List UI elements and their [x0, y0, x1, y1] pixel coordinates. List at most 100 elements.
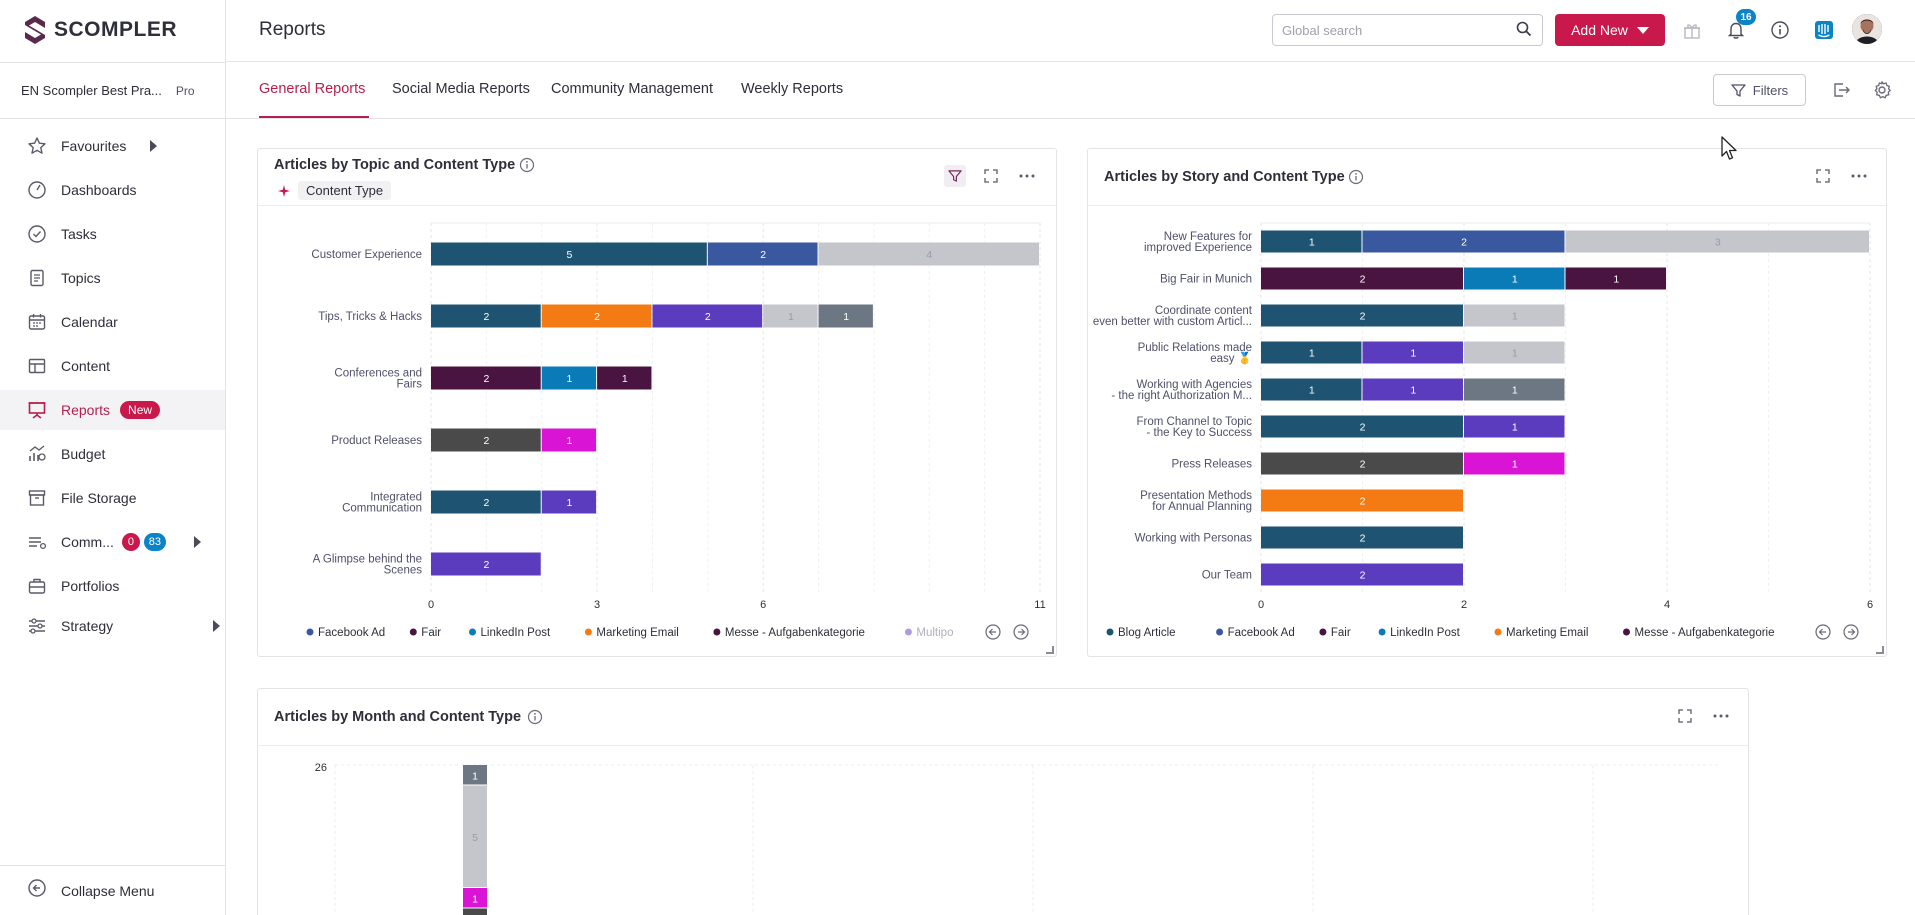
- resize-handle[interactable]: [1876, 646, 1884, 654]
- bar-segment: [818, 242, 1039, 266]
- new-badge: New: [120, 401, 161, 419]
- expand-arrow-icon[interactable]: [150, 140, 158, 152]
- tab-social-media-reports[interactable]: Social Media Reports: [392, 81, 530, 97]
- arrow-circle: [1013, 624, 1029, 640]
- report-tabs: General Reports Social Media Reports Com…: [226, 62, 1915, 119]
- sidebar-item-label: Comm...: [61, 534, 114, 550]
- gift-icon[interactable]: [1680, 18, 1704, 42]
- legend-marker: [1494, 628, 1502, 636]
- filters-button[interactable]: Filters: [1713, 74, 1806, 106]
- data-label: 2: [594, 311, 600, 323]
- table-icon: [27, 356, 47, 376]
- info-icon[interactable]: [527, 709, 543, 730]
- sidebar-item-label: Favourites: [61, 138, 127, 154]
- sidebar-item-calendar[interactable]: Calendar: [0, 302, 225, 342]
- card-title: Articles by Month and Content Type: [274, 709, 522, 725]
- sidebar-item-topics[interactable]: Topics: [0, 258, 225, 298]
- filter-chip[interactable]: Content Type: [278, 181, 392, 200]
- sidebar-item-reports[interactable]: Reports New: [0, 390, 225, 430]
- filter-icon: [1731, 83, 1746, 97]
- sidebar-item-community[interactable]: Comm... 0 83: [0, 522, 225, 562]
- gear-icon[interactable]: [1870, 78, 1894, 102]
- data-label: 2: [1461, 237, 1467, 249]
- community-blue-badge: 83: [143, 533, 166, 551]
- bar-segment: [1362, 378, 1463, 401]
- logo[interactable]: SCOMPLER: [24, 12, 177, 48]
- sidebar-item-content[interactable]: Content: [0, 346, 225, 386]
- legend-prev-icon[interactable]: [1815, 624, 1831, 640]
- legend-label: Blog Article: [1118, 627, 1176, 639]
- budget-icon: [27, 444, 47, 464]
- category-label: Working with Personas: [1135, 533, 1253, 545]
- sliders-icon: [27, 616, 47, 636]
- sidebar-item-budget[interactable]: Budget: [0, 434, 225, 474]
- legend-label: Marketing Email: [1506, 627, 1588, 639]
- info-icon[interactable]: [1348, 169, 1364, 190]
- bar-segment: [1261, 415, 1463, 438]
- global-search-input[interactable]: [1272, 14, 1543, 46]
- expand-icon[interactable]: [980, 165, 1002, 187]
- search-icon[interactable]: [1516, 21, 1532, 42]
- data-label: 2: [483, 373, 489, 385]
- bar-segment: [1261, 526, 1463, 549]
- legend-label: Messe - Aufgabenkategorie: [725, 627, 865, 639]
- legend-marker: [1319, 628, 1327, 636]
- add-new-button[interactable]: Add New: [1555, 14, 1665, 46]
- legend-next-icon[interactable]: [1843, 624, 1859, 640]
- card-title: Articles by Topic and Content Type: [274, 157, 516, 173]
- collapse-menu-button[interactable]: Collapse Menu: [0, 865, 225, 915]
- more-options-icon[interactable]: [1016, 165, 1038, 187]
- export-icon[interactable]: [1829, 78, 1853, 102]
- resize-handle[interactable]: [1046, 646, 1054, 654]
- legend-next-icon[interactable]: [1013, 624, 1029, 640]
- sidebar-item-portfolios[interactable]: Portfolios: [0, 566, 225, 606]
- card-title: Articles by Story and Content Type: [1104, 169, 1345, 185]
- tab-weekly-reports[interactable]: Weekly Reports: [741, 81, 844, 97]
- bar-segment: [463, 765, 487, 785]
- sidebar-item-strategy[interactable]: Strategy: [0, 606, 225, 646]
- legend-marker: [1378, 628, 1386, 636]
- sidebar-item-label: Tasks: [61, 226, 97, 242]
- arrow-circle: [985, 624, 1001, 640]
- data-label: 1: [1309, 237, 1315, 249]
- data-label: 2: [705, 311, 711, 323]
- legend-marker: [713, 628, 721, 636]
- legend-prev-icon[interactable]: [985, 624, 1001, 640]
- bar-segment: [1464, 341, 1565, 364]
- category-label: Press Releases: [1171, 459, 1252, 471]
- data-label: 1: [566, 435, 572, 447]
- tab-general-reports[interactable]: General Reports: [259, 81, 366, 97]
- data-label: 1: [1512, 422, 1518, 434]
- tab-community-management[interactable]: Community Management: [551, 81, 713, 97]
- data-label: 2: [483, 559, 489, 571]
- sidebar-item-tasks[interactable]: Tasks: [0, 214, 225, 254]
- info-icon[interactable]: [1768, 18, 1792, 42]
- sidebar-item-label: Topics: [61, 270, 101, 286]
- expand-icon[interactable]: [1812, 165, 1834, 187]
- sidebar-item-favourites[interactable]: Favourites: [0, 126, 225, 166]
- archive-icon: [27, 488, 47, 508]
- bar-segment: [597, 366, 652, 390]
- arrow-circle: [1815, 624, 1831, 640]
- intercom-icon[interactable]: [1812, 18, 1836, 42]
- sidebar-item-file-storage[interactable]: File Storage: [0, 478, 225, 518]
- bar-segment: [431, 242, 707, 266]
- sparkle-icon: [278, 184, 290, 197]
- bell-icon[interactable]: 16: [1724, 9, 1756, 42]
- avatar[interactable]: [1852, 14, 1882, 44]
- workspace-selector[interactable]: EN Scompler Best Pra... Pro: [0, 62, 225, 119]
- workspace-name: EN Scompler Best Pra...: [21, 83, 162, 98]
- sidebar-item-label: Dashboards: [61, 182, 137, 198]
- expand-arrow-icon[interactable]: [213, 620, 221, 632]
- info-icon[interactable]: [519, 157, 535, 178]
- expand-arrow-icon[interactable]: [193, 536, 201, 548]
- filter-icon[interactable]: [944, 165, 966, 187]
- x-tick-label: 11: [1034, 599, 1045, 611]
- sidebar-item-dashboards[interactable]: Dashboards: [0, 170, 225, 210]
- bar-segment: [1261, 267, 1463, 290]
- bar-segment: [541, 304, 652, 328]
- more-options-icon[interactable]: [1848, 165, 1870, 187]
- more-options-icon[interactable]: [1710, 705, 1732, 727]
- bar-segment: [1565, 230, 1869, 253]
- expand-icon[interactable]: [1674, 705, 1696, 727]
